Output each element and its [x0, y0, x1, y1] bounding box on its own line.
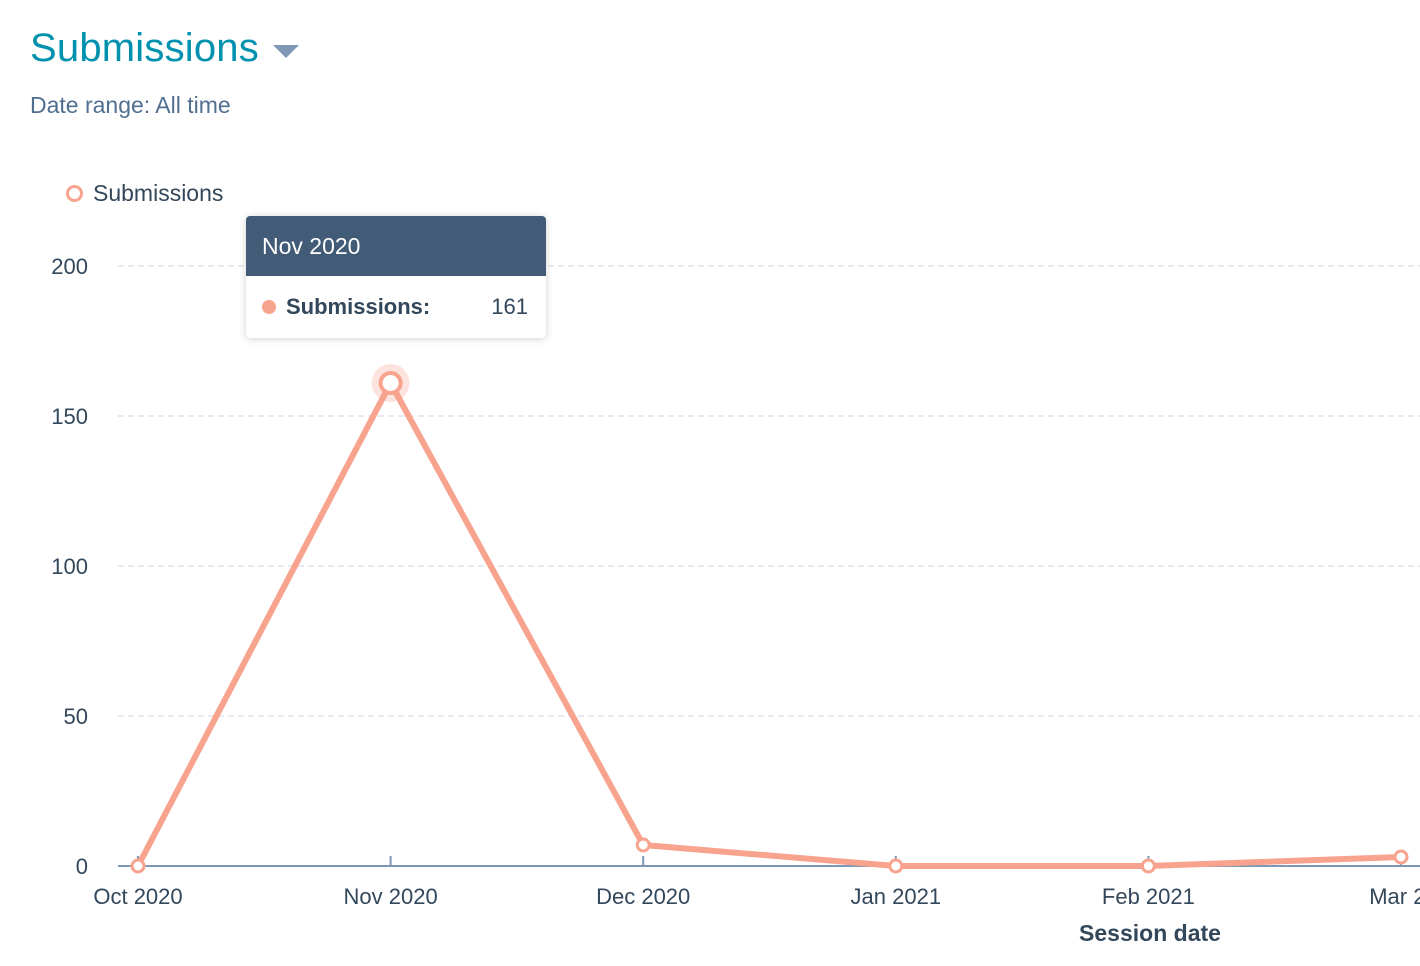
data-tooltip: Nov 2020 Submissions: 161 — [246, 216, 546, 338]
legend-label: Submissions — [93, 180, 224, 206]
x-tick-label: Feb 2021 — [1102, 884, 1195, 909]
y-tick-label: 100 — [51, 554, 88, 579]
report-title: Submissions — [30, 26, 259, 70]
data-point[interactable] — [635, 837, 651, 853]
tooltip-title: Nov 2020 — [246, 216, 546, 276]
x-tick-label: Dec 2020 — [596, 884, 690, 909]
caret-down-icon[interactable] — [272, 44, 299, 58]
series-line — [135, 380, 1404, 869]
series-dot-icon — [262, 300, 276, 314]
data-point[interactable] — [1140, 858, 1156, 874]
y-tick-label: 150 — [51, 404, 88, 429]
tooltip-label: Submissions: — [286, 294, 431, 319]
grid — [118, 265, 1420, 717]
data-point[interactable] — [1393, 849, 1409, 865]
series-layer — [130, 364, 1409, 874]
axes: 0 50 100 150 200 Oct 2020 Nov 2020 Dec 2020 Jan … — [51, 254, 1420, 909]
report-title-dropdown[interactable]: Submissions — [30, 22, 299, 74]
tooltip-value: 161 — [491, 294, 528, 319]
report-header: Submissions Date range: All time — [30, 22, 299, 119]
data-point[interactable] — [378, 371, 403, 395]
x-tick-label: Oct 2020 — [93, 884, 182, 909]
y-tick-label: 0 — [76, 854, 88, 879]
x-tick-label: Nov 2020 — [344, 884, 438, 909]
x-tick-label: Jan 2021 — [851, 884, 942, 909]
data-point[interactable] — [888, 858, 904, 874]
x-tick-label: Mar 2( — [1369, 884, 1420, 909]
y-tick-label: 50 — [64, 704, 88, 729]
legend-marker-icon — [66, 185, 83, 202]
data-point[interactable] — [130, 858, 146, 874]
x-axis-title: Session date — [1079, 920, 1221, 946]
y-tick-label: 200 — [51, 254, 88, 279]
date-range-label: Date range: All time — [30, 92, 231, 118]
legend-item-submissions[interactable]: Submissions — [66, 180, 223, 207]
tooltip-row: Submissions: 161 — [246, 276, 546, 338]
